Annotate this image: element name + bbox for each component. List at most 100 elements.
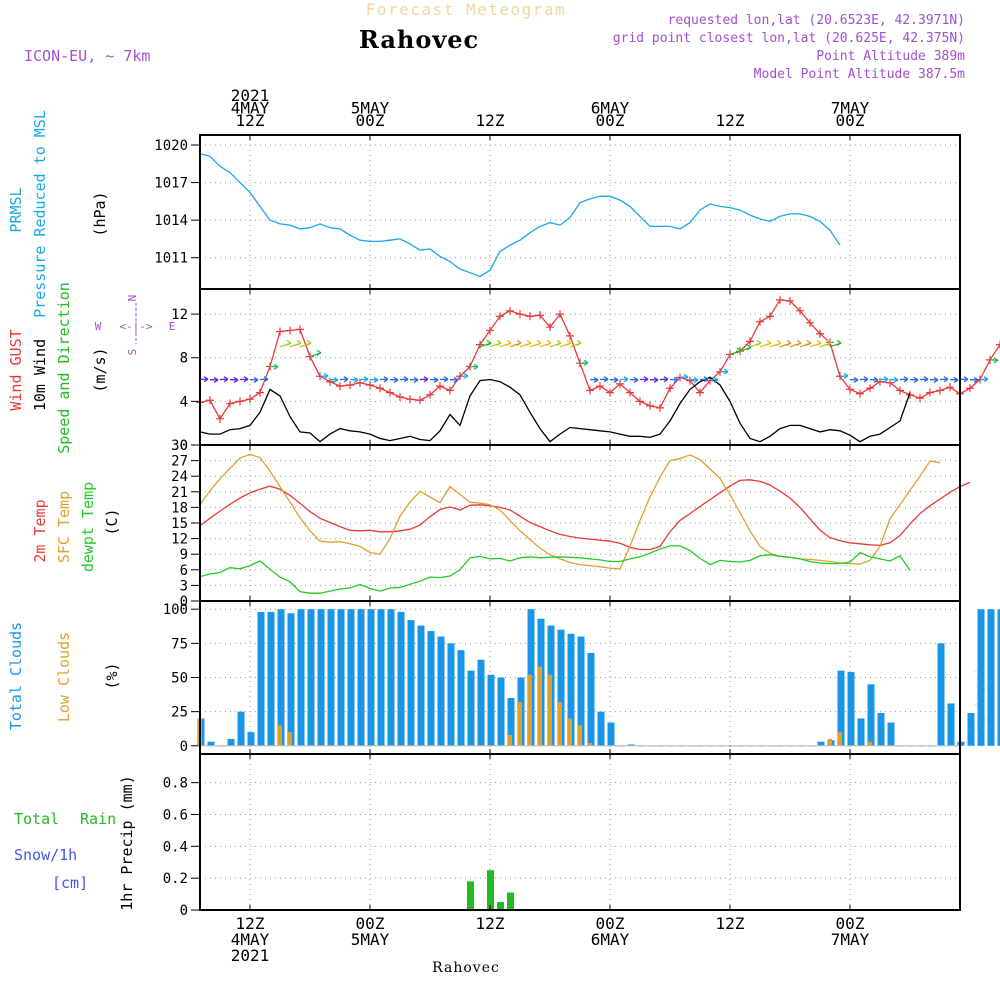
total-clouds-bar xyxy=(277,609,285,746)
low-clouds-bar xyxy=(288,732,292,746)
bottom-time-label: 5MAY xyxy=(351,930,390,949)
low-clouds-bar xyxy=(518,702,522,746)
wind-arrow-head xyxy=(546,339,552,347)
wind-arrow-head xyxy=(723,368,729,375)
2m-temp-line xyxy=(199,479,971,551)
wind-arrow-head xyxy=(673,376,679,383)
total-clouds-bar xyxy=(327,609,335,746)
wind-arrow-head xyxy=(453,376,459,383)
compass-arrows: <-|-> xyxy=(119,320,152,333)
total-clouds-bar xyxy=(387,609,395,746)
wind-arrow-head xyxy=(873,376,879,383)
wind-arrow-head xyxy=(933,376,939,383)
wind-arrow-head xyxy=(566,339,572,347)
product-title: Forecast Meteogram xyxy=(366,0,566,19)
gust-point xyxy=(756,317,764,326)
compass-w: W xyxy=(95,320,102,333)
wind-arrow-head xyxy=(903,376,909,383)
wind-arrow-head xyxy=(306,339,312,347)
gust-point xyxy=(666,384,674,393)
gust-point xyxy=(436,382,444,391)
pressure-panel: 1011 1014 1017 1020 xyxy=(154,134,961,290)
gust-point xyxy=(746,337,754,346)
total-clouds-bar xyxy=(437,636,445,746)
gust-point xyxy=(696,388,704,397)
point-altitude: Point Altitude 389m xyxy=(816,49,965,64)
precip-labels: Total Rain Snow/1h [cm] 1hr Precip (mm) xyxy=(14,775,136,910)
10m-wind-line xyxy=(199,376,911,443)
wind-arrow-head xyxy=(786,339,792,347)
gust-point xyxy=(846,385,854,394)
wind-arrow-head xyxy=(853,376,859,383)
total-clouds-bar xyxy=(817,741,825,746)
footer-location: Rahovec xyxy=(432,960,500,976)
top-time-label: 12Z xyxy=(476,111,505,130)
total-clouds-bar xyxy=(577,636,585,746)
total-clouds-bar xyxy=(857,718,865,746)
total-clouds-bar xyxy=(397,611,405,746)
gust-point xyxy=(406,395,414,404)
top-time-label: 2021 xyxy=(231,86,270,105)
celsius-label: (C) xyxy=(103,508,121,535)
wind-arrow-head xyxy=(393,376,399,383)
gust-point xyxy=(916,394,924,403)
wind-arrow-head xyxy=(633,376,639,383)
wind-arrow-head xyxy=(816,339,822,347)
total-clouds-bar xyxy=(847,672,855,746)
wind-arrow-head xyxy=(756,339,762,347)
wind-arrow-head xyxy=(806,339,812,347)
gust-point xyxy=(776,295,784,304)
y-tick-label: 0.4 xyxy=(163,839,188,855)
gust-point xyxy=(686,376,694,385)
gust-point xyxy=(926,388,934,397)
total-clouds-bar xyxy=(287,613,295,746)
low-clouds-bar xyxy=(838,732,842,746)
sfc-label: SFC Temp xyxy=(55,491,73,563)
wind-arrow-head xyxy=(603,376,609,383)
total-clouds-bar xyxy=(447,643,455,746)
ms-label: (m/s) xyxy=(91,347,109,392)
wind-arrow-head xyxy=(796,339,802,347)
total-clouds-bar xyxy=(967,713,975,746)
model-label: ICON-EU, ~ 7km xyxy=(24,47,150,65)
percent-label: (%) xyxy=(103,662,121,689)
low-clouds-bar xyxy=(548,674,552,746)
gust-point xyxy=(246,395,254,404)
top-time-label: 7MAY xyxy=(831,99,870,118)
gust-point xyxy=(766,312,774,321)
rain-bar xyxy=(487,870,494,910)
wind-arrow-head xyxy=(536,339,542,347)
gust-point xyxy=(596,382,604,391)
wind-arrow-head xyxy=(496,339,502,347)
gust-point xyxy=(516,310,524,319)
total-clouds-bar xyxy=(937,643,945,746)
wind-arrow-head xyxy=(286,339,292,347)
total-clouds-bar xyxy=(377,609,385,746)
bottom-time-label: 4MAY xyxy=(231,930,270,949)
wind-arrow-head xyxy=(423,376,429,383)
gust-point xyxy=(296,325,304,334)
gust-point xyxy=(486,326,494,335)
wind-arrow-head xyxy=(993,357,999,364)
low-clouds-bar xyxy=(578,725,582,746)
gust-point xyxy=(656,403,664,412)
grid-point-coords: grid point closest lon,lat (20.625E, 42.… xyxy=(613,31,965,46)
total-clouds-bar xyxy=(997,609,1000,746)
y-tick-label: 4 xyxy=(180,394,188,410)
total-clouds-bar xyxy=(207,741,215,746)
gust-point xyxy=(536,311,544,320)
bottom-time-label: 6MAY xyxy=(591,930,630,949)
wind-arrow-head xyxy=(653,376,659,383)
gust-point xyxy=(416,396,424,405)
y-tick-label: 1020 xyxy=(154,138,188,154)
total-clouds-bar xyxy=(267,611,275,746)
total-clouds-bar xyxy=(247,732,255,746)
bottom-time-label: 7MAY xyxy=(831,930,870,949)
total-clouds-bar xyxy=(947,703,955,746)
gust-point xyxy=(856,389,864,398)
total-clouds-bar xyxy=(417,625,425,746)
gust-point xyxy=(526,312,534,321)
low-clouds-bar xyxy=(868,741,872,746)
rain-label: Rain xyxy=(80,810,116,828)
